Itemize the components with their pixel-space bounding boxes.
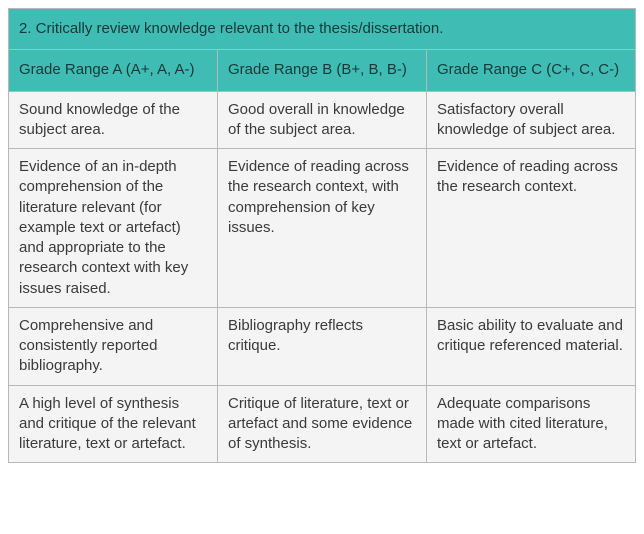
- cell-a: A high level of synthesis and critique o…: [9, 385, 218, 463]
- cell-c: Satisfactory overall knowledge of subjec…: [426, 91, 635, 149]
- cell-c: Basic ability to evaluate and critique r…: [426, 307, 635, 385]
- cell-b: Evidence of reading across the research …: [217, 149, 426, 308]
- cell-c: Evidence of reading across the research …: [426, 149, 635, 308]
- cell-a: Sound knowledge of the subject area.: [9, 91, 218, 149]
- table-row: Evidence of an in-depth comprehension of…: [9, 149, 636, 308]
- cell-a: Evidence of an in-depth comprehension of…: [9, 149, 218, 308]
- rubric-table: 2. Critically review knowledge relevant …: [8, 8, 636, 463]
- table-row: Comprehensive and consistently reported …: [9, 307, 636, 385]
- rubric-title: 2. Critically review knowledge relevant …: [9, 9, 636, 50]
- cell-c: Adequate comparisons made with cited lit…: [426, 385, 635, 463]
- table-row: A high level of synthesis and critique o…: [9, 385, 636, 463]
- cell-a: Comprehensive and consistently reported …: [9, 307, 218, 385]
- rubric-title-row: 2. Critically review knowledge relevant …: [9, 9, 636, 50]
- grade-header-a: Grade Range A (A+, A, A-): [9, 50, 218, 91]
- cell-b: Critique of literature, text or artefact…: [217, 385, 426, 463]
- grade-header-b: Grade Range B (B+, B, B-): [217, 50, 426, 91]
- cell-b: Bibliography reflects critique.: [217, 307, 426, 385]
- table-row: Sound knowledge of the subject area. Goo…: [9, 91, 636, 149]
- cell-b: Good overall in knowledge of the subject…: [217, 91, 426, 149]
- rubric-header-row: Grade Range A (A+, A, A-) Grade Range B …: [9, 50, 636, 91]
- grade-header-c: Grade Range C (C+, C, C-): [426, 50, 635, 91]
